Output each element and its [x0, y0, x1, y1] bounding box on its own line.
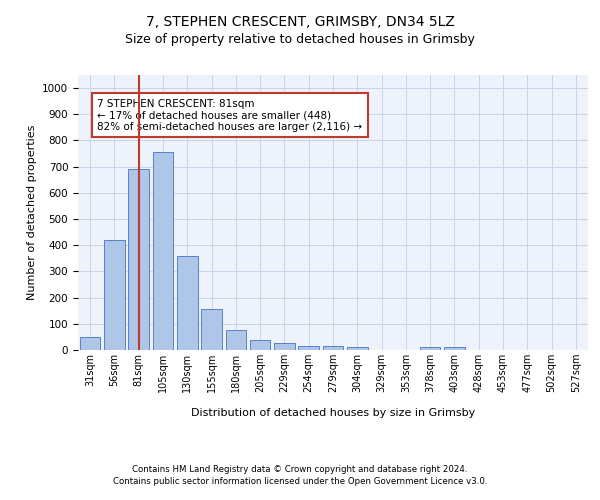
- Bar: [250, 340, 271, 350]
- Text: 7, STEPHEN CRESCENT, GRIMSBY, DN34 5LZ: 7, STEPHEN CRESCENT, GRIMSBY, DN34 5LZ: [146, 15, 454, 29]
- Text: Contains public sector information licensed under the Open Government Licence v3: Contains public sector information licen…: [113, 478, 487, 486]
- Bar: [274, 343, 295, 350]
- Bar: [152, 152, 173, 350]
- Bar: [201, 310, 222, 350]
- Bar: [177, 256, 197, 350]
- Text: Contains HM Land Registry data © Crown copyright and database right 2024.: Contains HM Land Registry data © Crown c…: [132, 465, 468, 474]
- Text: Size of property relative to detached houses in Grimsby: Size of property relative to detached ho…: [125, 32, 475, 46]
- Text: Distribution of detached houses by size in Grimsby: Distribution of detached houses by size …: [191, 408, 475, 418]
- Bar: [323, 346, 343, 350]
- Bar: [444, 347, 465, 350]
- Text: 7 STEPHEN CRESCENT: 81sqm
← 17% of detached houses are smaller (448)
82% of semi: 7 STEPHEN CRESCENT: 81sqm ← 17% of detac…: [97, 98, 362, 132]
- Bar: [226, 330, 246, 350]
- Bar: [347, 348, 368, 350]
- Bar: [298, 346, 319, 350]
- Bar: [104, 240, 125, 350]
- Bar: [80, 337, 100, 350]
- Y-axis label: Number of detached properties: Number of detached properties: [26, 125, 37, 300]
- Bar: [420, 347, 440, 350]
- Bar: [128, 170, 149, 350]
